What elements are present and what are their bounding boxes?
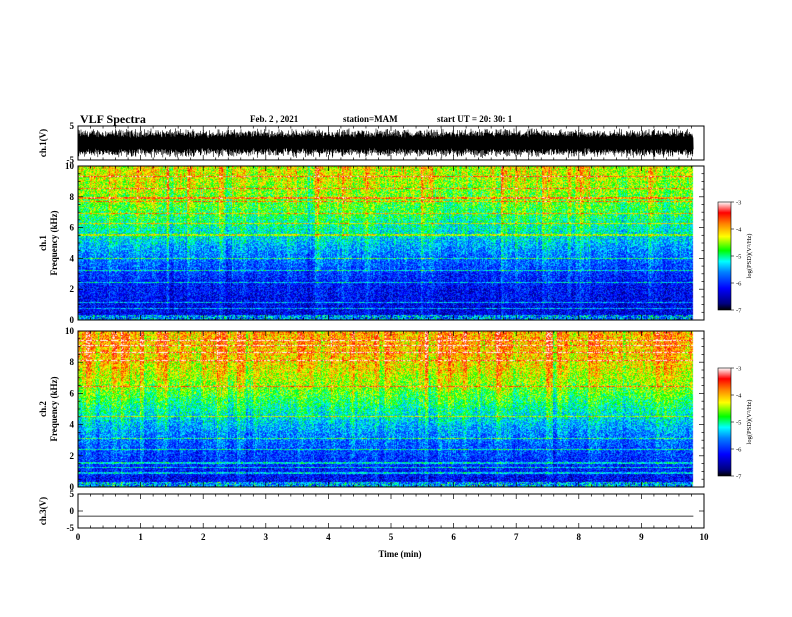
x-tick-label: 7 (514, 532, 519, 542)
ch1-spectrogram-y-axis: 0 2 4 6 8 10 (65, 161, 705, 325)
header-station: station=MAM (343, 114, 398, 124)
ch1-waveform-trace (77, 128, 694, 159)
ch3-waveform-frame (77, 493, 705, 529)
ch1-spectrogram-ylabel2: Frequency (kHz) (49, 210, 59, 275)
ch2-colorbar: -3 -4 -5 -6 -7 log(PSD)(V²/Hz) (717, 366, 753, 481)
y-tick-label: 0 (70, 482, 75, 492)
y-tick-label: 4 (70, 253, 75, 263)
colorbar-tick-label: -5 (736, 420, 741, 427)
y-tick-label: 0 (70, 506, 75, 516)
y-tick-label: 8 (70, 192, 75, 202)
figure-title: VLF Spectra (80, 112, 146, 126)
x-tick-label: 6 (451, 532, 456, 542)
y-tick-label: 5 (70, 489, 75, 499)
ch2-spectrogram-ylabel2: Frequency (kHz) (49, 376, 59, 441)
colorbar-tick-label: -6 (736, 281, 742, 288)
y-tick-label: 5 (70, 121, 75, 131)
ch3-waveform-y-axis: 5 0 -5 (67, 489, 704, 533)
y-tick-label: 8 (70, 357, 75, 367)
ch2-colorbar-label: log(PSD)(V²/Hz) (746, 400, 753, 445)
colorbar-tick-label: -6 (736, 447, 742, 454)
y-tick-label: 6 (70, 223, 75, 233)
y-tick-label: 0 (70, 315, 75, 325)
x-tick-label: 9 (639, 532, 644, 542)
ch1-colorbar-label: log(PSD)(V²/Hz) (746, 234, 753, 279)
x-tick-label: 0 (76, 532, 81, 542)
colorbar-tick-label: -7 (736, 308, 742, 315)
x-tick-label: 10 (700, 532, 710, 542)
colorbar-tick-label: -3 (736, 200, 741, 207)
ch2-spectrogram-ylabel: ch.2 (38, 401, 48, 417)
ch2-spectrogram-panel: 0 2 4 6 8 10 ch.2 Frequency (kHz) -3 -4 -5 -6 -7 … (38, 326, 753, 492)
ch3-waveform-ylabel: ch.3(V) (38, 497, 48, 525)
x-tick-label: 3 (264, 532, 269, 542)
colorbar-tick-label: -4 (736, 227, 742, 234)
ch1-spectrogram-panel: 0 2 4 6 8 10 ch.1 Frequency (kHz) -3 -4 -5 -6 -7 … (38, 161, 753, 325)
header-start-ut: start UT = 20: 30: 1 (437, 114, 513, 124)
time-x-axis: 0 1 2 3 4 5 6 7 8 9 10 (76, 494, 709, 542)
x-tick-label: 2 (201, 532, 206, 542)
y-tick-label: 6 (70, 388, 75, 398)
y-tick-label: 10 (65, 161, 75, 171)
ch1-waveform-panel: 5 -5 ch.1(V) (38, 121, 705, 165)
ch1-spectrogram-ylabel: ch.1 (38, 235, 48, 251)
x-tick-label: 8 (577, 532, 582, 542)
y-tick-label: 2 (70, 451, 75, 461)
ch1-waveform-y-axis: 5 -5 (67, 121, 705, 165)
ch1-waveform-ylabel: ch.1(V) (38, 129, 48, 157)
header-date: Feb. 2 , 2021 (250, 114, 299, 124)
ch2-spectrogram-y-axis: 0 2 4 6 8 10 (65, 326, 705, 492)
y-tick-label: 4 (70, 420, 75, 430)
colorbar-tick-label: -3 (736, 366, 741, 373)
x-tick-label: 4 (326, 532, 331, 542)
ch2-spectrogram-image (78, 331, 704, 487)
colorbar-tick-label: -7 (736, 474, 742, 481)
y-tick-label: -5 (67, 155, 75, 165)
ch1-colorbar: -3 -4 -5 -6 -7 log(PSD)(V²/Hz) (717, 200, 753, 315)
x-tick-label: 1 (138, 532, 143, 542)
time-axis-label: Time (min) (378, 549, 421, 559)
ch1-spectrogram-image (78, 166, 704, 320)
colorbar-tick-label: -4 (736, 393, 742, 400)
colorbar-tick-label: -5 (736, 254, 741, 261)
y-tick-label: -5 (67, 523, 75, 533)
x-tick-label: 5 (389, 532, 394, 542)
y-tick-label: 10 (65, 326, 75, 336)
ch3-waveform-panel: 50-5 ch.3(V) 0 1 2 3 4 5 6 7 8 9 10 Time (min) (38, 489, 709, 559)
y-tick-label: 2 (70, 284, 75, 294)
